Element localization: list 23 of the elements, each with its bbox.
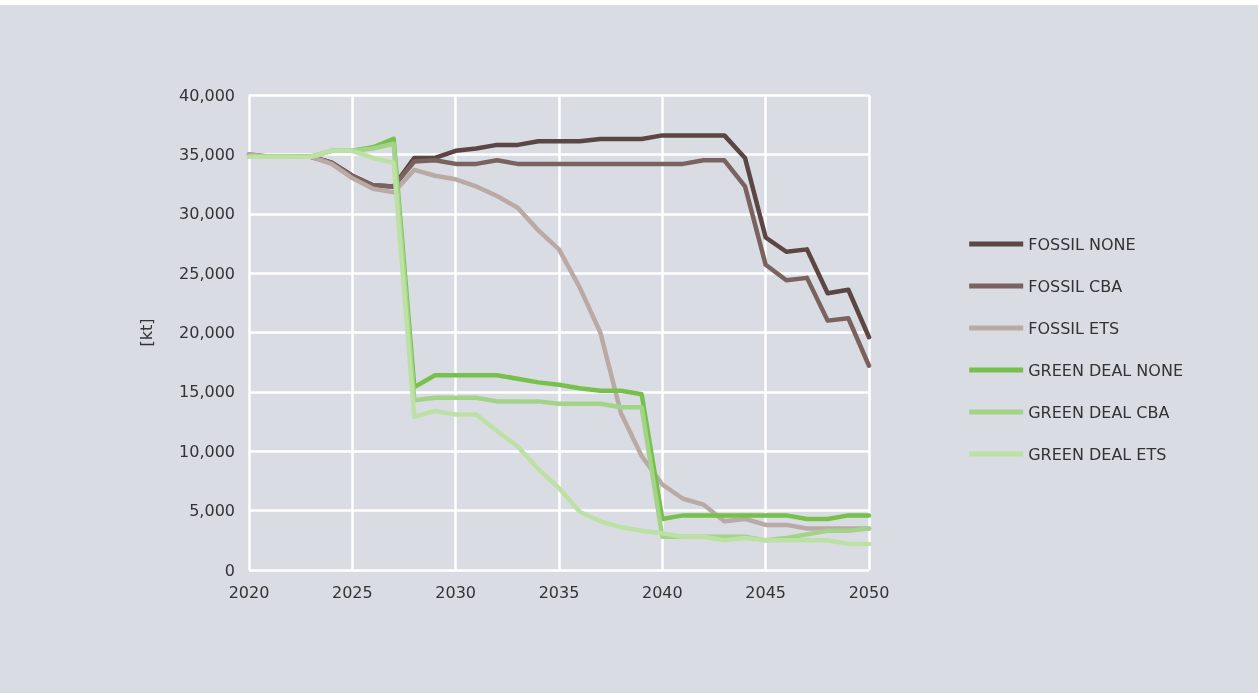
- x-tick-label: 2030: [435, 582, 477, 602]
- legend-label: FOSSIL CBA: [1028, 276, 1123, 296]
- y-tick-label: 30,000: [179, 204, 235, 224]
- legend-label: GREEN DEAL CBA: [1028, 402, 1170, 422]
- x-tick-label: 2050: [848, 582, 890, 602]
- x-tick-label: 2040: [641, 582, 683, 602]
- y-tick-label: 15,000: [179, 382, 235, 402]
- x-tick-label: 2045: [745, 582, 787, 602]
- legend-label: FOSSIL NONE: [1028, 234, 1136, 254]
- y-tick-label: 25,000: [179, 263, 235, 283]
- y-tick-label: 35,000: [179, 144, 235, 164]
- y-tick-label: 40,000: [179, 85, 235, 105]
- legend-label: FOSSIL ETS: [1028, 318, 1120, 338]
- x-tick-label: 2020: [228, 582, 270, 602]
- y-axis-title: [kt]: [136, 318, 156, 347]
- x-tick-label: 2035: [538, 582, 580, 602]
- y-tick-label: 0: [224, 560, 235, 580]
- y-tick-label: 5,000: [189, 501, 235, 521]
- x-tick-label: 2025: [331, 582, 373, 602]
- legend-label: GREEN DEAL NONE: [1028, 360, 1184, 380]
- y-tick-label: 10,000: [179, 441, 235, 461]
- y-tick-label: 20,000: [179, 323, 235, 342]
- legend-label: GREEN DEAL ETS: [1028, 444, 1167, 464]
